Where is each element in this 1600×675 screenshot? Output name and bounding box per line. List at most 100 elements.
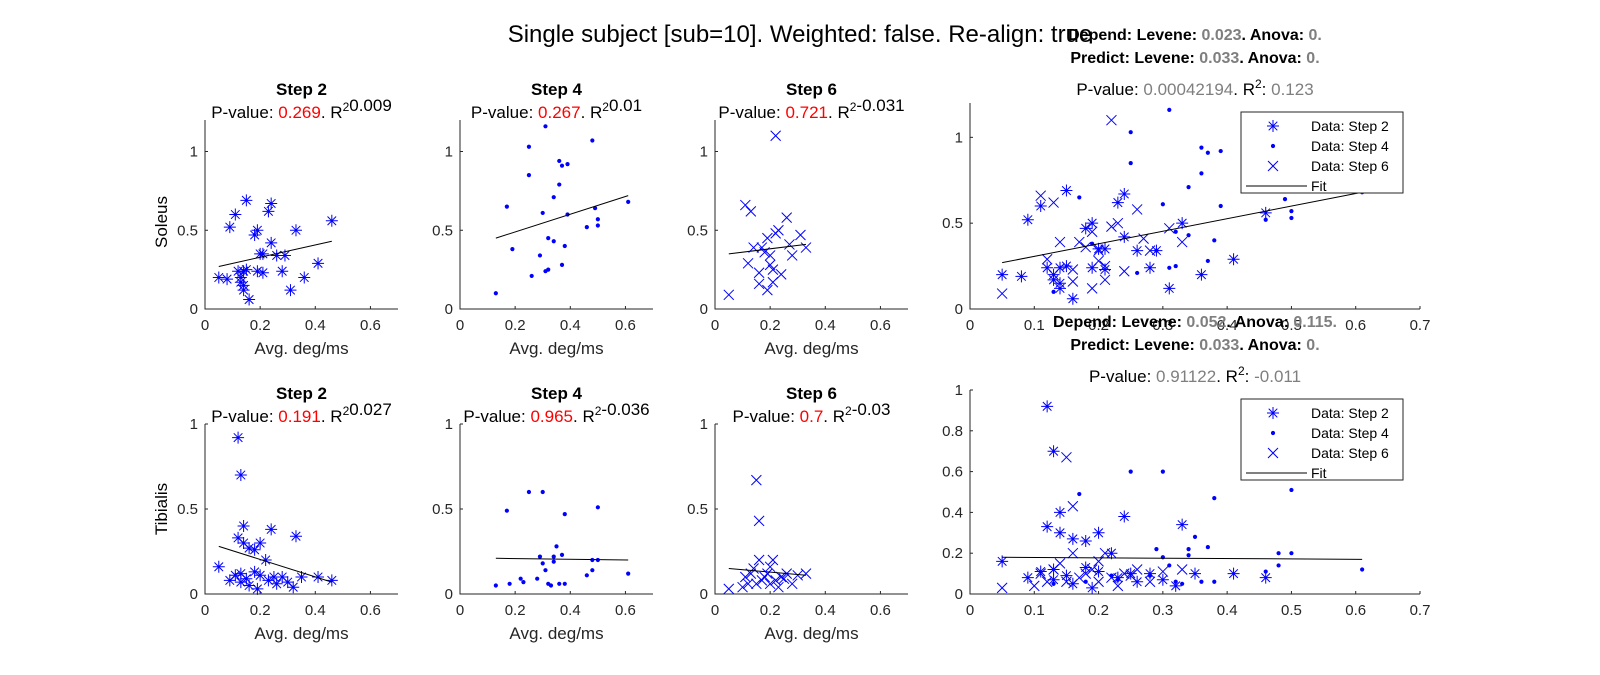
data-point xyxy=(1176,564,1188,575)
data-point xyxy=(1079,222,1092,235)
predict-levene-value: 0.033 xyxy=(1199,50,1239,67)
data-point xyxy=(1160,202,1165,207)
data-point xyxy=(212,560,225,573)
r2-value: 0.009 xyxy=(349,96,392,115)
data-point xyxy=(251,265,264,278)
data-point xyxy=(751,474,762,486)
data-point xyxy=(232,531,245,544)
data-point xyxy=(551,554,556,559)
data-point xyxy=(237,279,250,292)
y-tick-label: 0.5 xyxy=(432,222,453,239)
anova-label: . Anova: xyxy=(1226,314,1293,331)
fit-line xyxy=(495,557,629,561)
fit-line xyxy=(728,243,807,255)
data-point xyxy=(1118,510,1131,523)
data-point xyxy=(1163,282,1176,295)
fit-line xyxy=(495,195,629,239)
data-point xyxy=(562,243,567,249)
data-point xyxy=(764,561,776,573)
r2-superscript: 2 xyxy=(850,100,857,114)
data-point xyxy=(281,576,294,589)
legend-entry: Data: Step 6 xyxy=(1311,158,1389,174)
data-point xyxy=(1099,274,1111,286)
data-point xyxy=(753,554,765,566)
data-point xyxy=(593,206,598,211)
legend: Data: Step 2 Data: Step 4 Data: Step 6 Fit xyxy=(1240,111,1404,194)
row-label-tibialis: Tibialis xyxy=(152,483,171,535)
y-tick-label: 0.5 xyxy=(177,501,198,518)
data-point xyxy=(518,576,523,581)
data-point xyxy=(287,581,300,594)
fit-line xyxy=(728,568,807,576)
p-value-line: P-value: 0.721. R2-0.031 xyxy=(718,96,904,122)
data-point xyxy=(753,278,765,290)
data-point xyxy=(745,205,757,217)
x-tick-label: 0.2 xyxy=(505,602,526,619)
data-point xyxy=(786,578,798,590)
data-point xyxy=(1186,185,1191,190)
data-point xyxy=(742,257,754,269)
data-point xyxy=(1021,213,1034,226)
data-point xyxy=(504,204,509,209)
x-tick-label: 0.2 xyxy=(1088,602,1109,619)
data-point xyxy=(626,571,631,576)
data-point xyxy=(557,158,562,164)
data-point xyxy=(1060,184,1073,197)
data-point xyxy=(1176,236,1188,248)
legend-marker xyxy=(1267,407,1279,419)
p-value-label: P-value: xyxy=(463,407,530,426)
data-point xyxy=(1195,268,1208,281)
data-point xyxy=(557,182,562,187)
data-point xyxy=(1227,567,1240,580)
x-tick-label: 0.3 xyxy=(1152,602,1173,619)
p-value-line: P-value: 0.191. R20.027 xyxy=(211,400,392,426)
x-tick-label: 0 xyxy=(711,317,719,334)
data-point xyxy=(1189,567,1201,580)
data-point xyxy=(1173,263,1178,269)
p-value-line: P-value: 0.965. R2-0.036 xyxy=(463,400,649,426)
data-point xyxy=(1263,569,1268,574)
x-tick-label: 0.2 xyxy=(250,602,271,619)
data-point xyxy=(507,581,512,586)
depend-stats-line: Depend: Levene: 0.023. Anova: 0. xyxy=(1068,27,1322,44)
data-point xyxy=(229,569,242,582)
x-tick-label: 0.4 xyxy=(815,602,836,619)
data-point xyxy=(237,520,250,532)
data-point xyxy=(537,554,543,559)
anova-label: . Anova: xyxy=(1239,50,1306,67)
legend-marker xyxy=(1267,160,1279,172)
x-tick-label: 0.3 xyxy=(1152,317,1173,334)
data-point xyxy=(1186,233,1191,238)
data-point xyxy=(1061,451,1072,463)
data-point xyxy=(234,576,247,589)
data-point xyxy=(1035,190,1047,202)
levene-label: Levene: xyxy=(1121,314,1186,331)
p-value-label: P-value: xyxy=(1089,367,1156,386)
data-point xyxy=(795,229,806,241)
data-point xyxy=(521,580,526,585)
data-point xyxy=(240,194,253,207)
data-point xyxy=(1092,526,1105,539)
x-axis-label: Avg. deg/ms xyxy=(254,339,348,358)
x-tick-label: 0.5 xyxy=(1281,317,1302,334)
legend-entry: Data: Step 2 xyxy=(1311,405,1389,421)
p-value: 0.191 xyxy=(278,407,321,426)
y-tick-label: 0.5 xyxy=(687,501,708,518)
y-tick-label: 0 xyxy=(190,301,198,318)
x-tick-label: 0.2 xyxy=(760,602,781,619)
data-point xyxy=(1092,565,1105,578)
data-point xyxy=(559,262,565,267)
data-point xyxy=(1086,217,1099,230)
panel-title: Step 6 xyxy=(786,384,837,403)
data-point xyxy=(259,554,272,566)
data-point xyxy=(1054,506,1066,519)
data-point xyxy=(1047,573,1060,586)
data-point xyxy=(1041,576,1053,588)
data-point xyxy=(270,249,283,262)
data-point xyxy=(325,574,338,587)
r2-value: -0.011 xyxy=(1254,367,1301,386)
levene-label: Levene: xyxy=(1134,50,1199,67)
x-tick-label: 0.6 xyxy=(615,317,636,334)
data-point xyxy=(1099,263,1111,276)
